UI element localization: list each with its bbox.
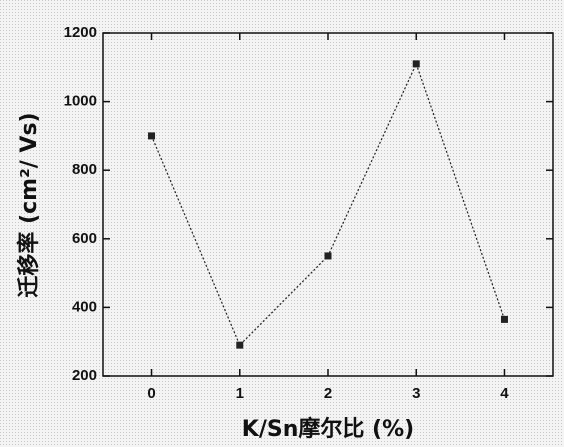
x-tick-label: 0	[147, 385, 155, 402]
y-tick-label: 1200	[64, 24, 97, 41]
x-tick-label: 1	[236, 385, 244, 402]
y-axis-title: 迁移率 (cm²/ Vs)	[16, 112, 42, 297]
x-tick-label: 2	[324, 385, 332, 402]
marker	[324, 252, 332, 260]
x-axis-title: K/Sn摩尔比 (%)	[242, 416, 414, 442]
x-tick-label: 4	[500, 385, 509, 402]
marker	[148, 132, 156, 140]
marker	[236, 341, 244, 349]
y-tick-label: 600	[72, 230, 97, 247]
marker	[412, 60, 420, 68]
x-tick-label: 3	[412, 385, 420, 402]
y-tick-label: 800	[72, 161, 97, 178]
y-tick-label: 1000	[64, 93, 97, 110]
y-tick-label: 200	[72, 367, 97, 384]
plot-frame	[102, 32, 554, 377]
marker	[500, 315, 508, 323]
y-tick-label: 400	[72, 298, 97, 315]
